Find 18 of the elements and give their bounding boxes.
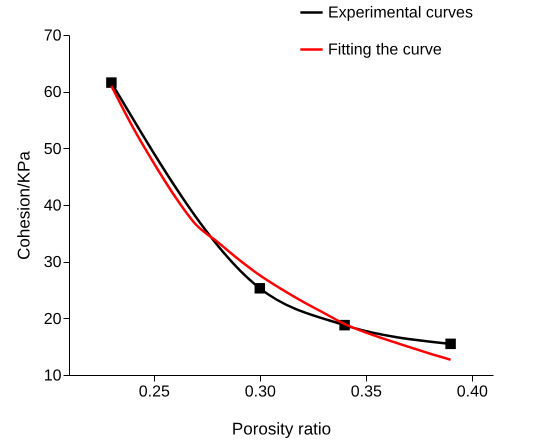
- x-tick-label: 0.40: [456, 384, 488, 400]
- y-tick-label: 40: [44, 198, 62, 214]
- legend-label: Experimental curves: [328, 4, 473, 22]
- y-tick-label: 70: [44, 28, 62, 44]
- x-tick-label: 0.25: [138, 384, 170, 400]
- x-axis-title: Porosity ratio: [232, 420, 332, 438]
- y-tick-label: 30: [44, 254, 62, 272]
- y-tick-label: 10: [44, 368, 62, 384]
- legend-label: Fitting the curve: [328, 42, 442, 58]
- y-tick-label: 50: [44, 140, 62, 158]
- point: [445, 338, 456, 350]
- x-tick-label: 0.30: [244, 384, 276, 400]
- y-tick-label: 20: [44, 310, 62, 328]
- point: [106, 77, 117, 88]
- x-tick-label: 0.35: [350, 384, 382, 400]
- point: [254, 283, 266, 294]
- y-axis-title: Cohesion/KPa: [14, 150, 34, 260]
- y-tick-label: 60: [44, 84, 62, 102]
